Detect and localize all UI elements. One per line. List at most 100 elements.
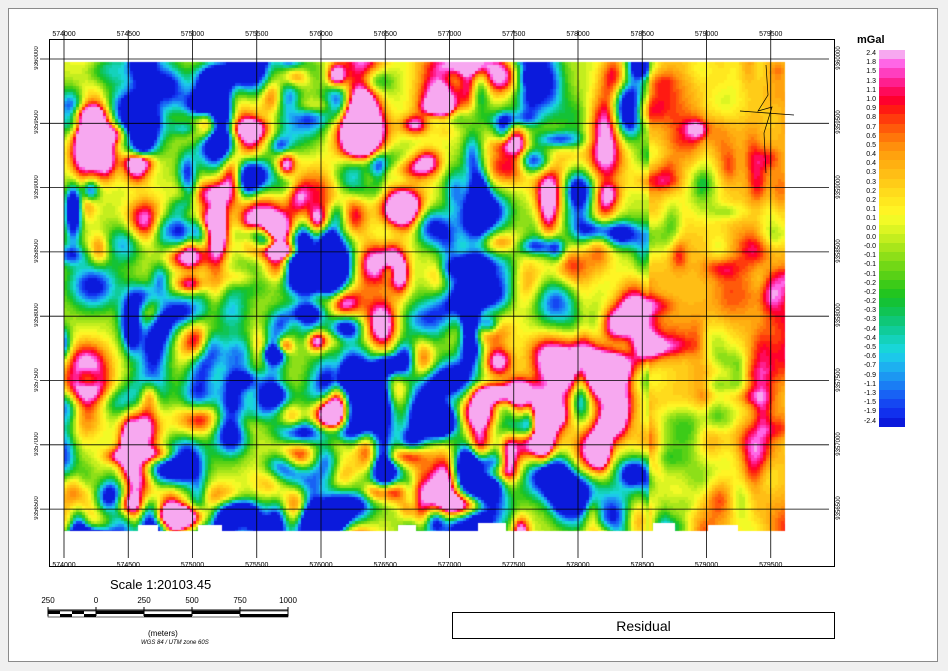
- legend-value-label: -0.2: [863, 298, 876, 306]
- northing-tick-label: 9360000: [34, 46, 40, 70]
- legend-value-label: -0.5: [863, 344, 876, 351]
- legend-value-label: 2.4: [866, 50, 876, 57]
- legend-value-label: 0.1: [866, 206, 876, 214]
- legend-color-swatch: [879, 353, 905, 363]
- legend-color-swatch: [879, 344, 905, 354]
- legend-color-swatch: [879, 233, 905, 243]
- legend-color-swatch: [879, 279, 905, 289]
- legend-color-swatch: [879, 206, 905, 216]
- legend-value-label: -0.6: [863, 353, 876, 361]
- scale-ratio: Scale 1:20103.45: [110, 577, 212, 592]
- legend-row: -1.9: [846, 408, 910, 418]
- legend-row: -0.7: [846, 362, 910, 372]
- legend-color-swatch: [879, 252, 905, 262]
- northing-tick-label: 9358000: [836, 303, 842, 327]
- legend-color-swatch: [879, 123, 905, 133]
- northing-tick-label: 9358500: [34, 239, 40, 263]
- legend-color-swatch: [879, 77, 905, 87]
- easting-tick-label: 574000: [52, 31, 76, 38]
- easting-tick-label: 579000: [694, 562, 719, 569]
- legend-color-swatch: [879, 224, 905, 234]
- legend-color-swatch: [879, 261, 905, 271]
- legend-color-swatch: [879, 417, 905, 427]
- easting-tick-label: 575500: [245, 31, 269, 38]
- legend-value-label: -1.9: [863, 408, 876, 416]
- legend-color-swatch: [879, 242, 905, 253]
- legend-row: -0.2: [846, 288, 910, 299]
- easting-tick-label: 579000: [694, 31, 719, 38]
- easting-tick-label: 577500: [502, 31, 526, 38]
- legend-color-swatch: [879, 151, 905, 161]
- legend-row: 0.9: [846, 105, 910, 115]
- easting-tick-label: 578000: [566, 562, 590, 569]
- residual-gravity-grid: [58, 53, 809, 535]
- northing-tick-label: 9359000: [836, 174, 842, 199]
- legend-row: 0.6: [846, 132, 910, 142]
- legend-color-swatch: [879, 307, 905, 317]
- legend-value-label: -0.7: [863, 362, 876, 370]
- legend-color-swatch: [879, 371, 905, 381]
- legend-row: 0.7: [846, 123, 910, 133]
- easting-tick-label: 575500: [245, 562, 269, 569]
- easting-tick-label: 577500: [502, 562, 526, 569]
- projection-label: WGS 84 / UTM zone 60S: [141, 640, 209, 646]
- legend-color-swatch: [879, 288, 905, 299]
- legend-value-label: -1.1: [863, 380, 876, 388]
- legend-value-label: 0.4: [866, 151, 876, 159]
- northing-tick-label: 9356500: [34, 496, 40, 520]
- legend-row: 1.8: [846, 59, 910, 69]
- legend-color-swatch: [879, 114, 905, 124]
- legend-value-label: -0.1: [863, 270, 876, 278]
- scale-tick-label: 250: [137, 596, 151, 605]
- legend-value-label: -0.2: [863, 279, 876, 287]
- scale-bar: 250 0 250 500 750 1000 (meters) WGS 84 / UTM …: [38, 596, 302, 650]
- legend-value-label: -0.3: [863, 307, 876, 315]
- legend-color-swatch: [879, 132, 905, 142]
- northing-tick-label: 9360000: [836, 46, 842, 70]
- legend-value-label: -1.5: [863, 399, 876, 407]
- legend-value-label: -0.1: [863, 252, 876, 260]
- legend-color-swatch: [879, 334, 905, 344]
- legend-color-swatch: [879, 316, 905, 326]
- legend-row: 0.4: [846, 151, 910, 161]
- legend-row: -0.5: [846, 344, 910, 354]
- legend-color-swatch: [879, 160, 905, 170]
- legend-value-label: -0.3: [863, 316, 876, 324]
- legend-value-label: -0.4: [863, 325, 876, 333]
- legend-color-swatch: [879, 215, 905, 225]
- legend-row: 0.1: [846, 206, 910, 216]
- legend-row: 1.1: [846, 86, 910, 96]
- northing-tick-label: 9359500: [34, 110, 40, 134]
- easting-tick-label: 574500: [116, 562, 140, 569]
- legend-color-swatch: [879, 197, 905, 207]
- legend-value-label: 0.9: [866, 105, 876, 113]
- legend-color-swatch: [879, 399, 905, 409]
- legend-scale: 2.4 1.8 1.5 1.3 1.1 1.0 0.9 0.8 0.7 0.6 0.5 0.4 0.4 0…: [846, 50, 910, 427]
- legend-value-label: 0.8: [866, 114, 876, 122]
- legend-value-label: -0.9: [863, 371, 876, 379]
- northing-tick-label: 9357500: [34, 367, 40, 392]
- scale-tick-label: 0: [93, 596, 99, 605]
- coordinate-grid-overlay: [40, 30, 829, 558]
- easting-tick-label: 576000: [309, 562, 333, 569]
- legend-row: 0.1: [846, 215, 910, 225]
- legend-color-swatch: [879, 59, 905, 69]
- legend-value-label: 0.3: [866, 169, 876, 177]
- legend-color-swatch: [879, 141, 905, 152]
- easting-tick-label: 576000: [309, 31, 333, 38]
- easting-tick-label: 576500: [373, 562, 397, 569]
- easting-tick-label: 574000: [52, 562, 76, 569]
- legend-color-swatch: [879, 50, 905, 60]
- scale-bar-graphic: [47, 607, 289, 618]
- easting-tick-label: 577000: [437, 562, 462, 569]
- legend-row: -0.9: [846, 371, 910, 381]
- legend-value-label: 0.2: [866, 187, 876, 195]
- easting-tick-label: 575000: [180, 31, 205, 38]
- northing-tick-label: 9357500: [836, 367, 842, 392]
- easting-tick-label: 576500: [373, 31, 397, 38]
- legend-value-label: 0.5: [866, 141, 876, 149]
- legend-color-swatch: [879, 298, 905, 308]
- legend-row: -0.4: [846, 334, 910, 344]
- legend-color-swatch: [879, 178, 905, 188]
- legend-color-swatch: [879, 325, 905, 335]
